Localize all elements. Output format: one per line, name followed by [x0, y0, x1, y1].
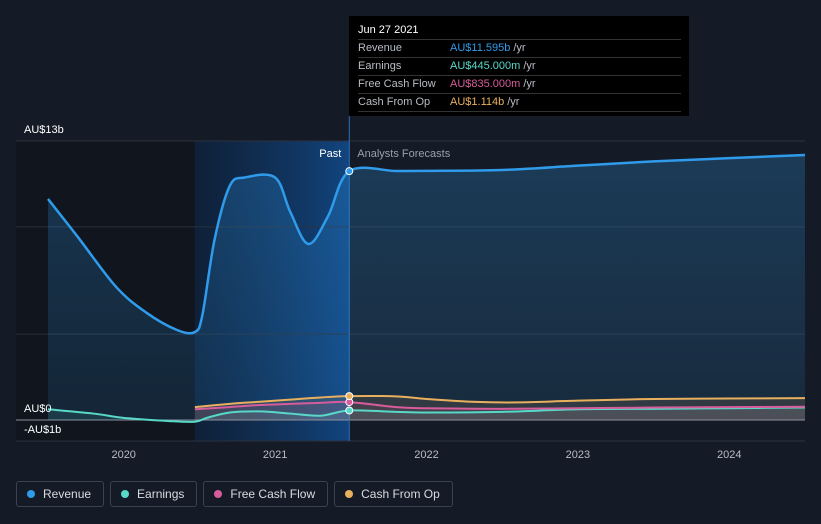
series-line-free-cash-flow [194, 400, 806, 411]
tooltip-value: AU$835.000m [450, 78, 521, 90]
marker-earnings [345, 406, 354, 415]
legend: Revenue Earnings Free Cash Flow Cash Fro… [16, 481, 459, 509]
tooltip-label: Free Cash Flow [358, 78, 436, 90]
legend-item-earnings[interactable]: Earnings [110, 481, 198, 507]
legend-item-revenue[interactable]: Revenue [16, 481, 105, 507]
tooltip-value: AU$11.595b [450, 42, 511, 54]
tooltip-label: Cash From Op [358, 96, 431, 108]
series-lines [47, 153, 806, 423]
tooltip-unit: /yr [507, 96, 520, 108]
x-tick-label: 2023 [566, 449, 590, 461]
legend-dot-icon [214, 490, 223, 498]
axis-labels: AU$13b AU$0 -AU$1b 2020 2021 2022 2023 2024 Past… [24, 124, 742, 461]
series-line-revenue [47, 153, 806, 335]
x-tick-label: 2020 [111, 449, 135, 461]
tooltip-value: AU$445.000m [450, 60, 521, 72]
legend-item-free-cash-flow[interactable]: Free Cash Flow [203, 481, 329, 507]
legend-dot-icon [345, 490, 354, 498]
tooltip-row-revenue: Revenue AU$11.595b /yr [358, 40, 681, 58]
legend-label: Revenue [43, 487, 92, 501]
marker-revenue [345, 167, 354, 176]
tooltip-row-free-cash-flow: Free Cash Flow AU$835.000m /yr [358, 76, 681, 94]
legend-dot-icon [27, 490, 35, 498]
tooltip-unit: /yr [523, 60, 536, 72]
forecast-label: Analysts Forecasts [357, 148, 450, 160]
chart-svg: AU$13b AU$0 -AU$1b 2020 2021 2022 2023 2024 Past… [16, 116, 806, 461]
tooltip-label: Revenue [358, 42, 403, 54]
legend-item-cash-from-op[interactable]: Cash From Op [334, 481, 453, 507]
tooltip-unit: /yr [513, 42, 526, 54]
past-label: Past [319, 148, 341, 160]
x-tick-label: 2022 [414, 449, 438, 461]
tooltip-label: Earnings [358, 60, 402, 72]
tooltip-unit: /yr [523, 78, 536, 90]
series-line-cash-from-op [194, 394, 806, 409]
legend-dot-icon [121, 490, 130, 498]
marker-cash-from-op [345, 392, 354, 401]
tooltip-row-cash-from-op: Cash From Op AU$1.114b /yr [358, 94, 681, 112]
series-area-earnings [48, 407, 805, 422]
tooltip-value: AU$1.114b [450, 96, 505, 108]
y-label-zero: AU$0 [24, 403, 52, 415]
legend-label: Cash From Op [361, 487, 440, 501]
tooltip-row-earnings: Earnings AU$445.000m /yr [358, 58, 681, 76]
x-tick-label: 2024 [717, 449, 741, 461]
series-area-revenue [48, 154, 805, 420]
y-label-top: AU$13b [24, 124, 64, 136]
tooltip-date: Jun 27 2021 [358, 22, 681, 40]
y-label-bottom: -AU$1b [24, 424, 61, 436]
tooltip: Jun 27 2021 Revenue AU$11.595b /yr Earni… [349, 16, 689, 116]
legend-label: Free Cash Flow [230, 487, 316, 501]
x-tick-label: 2021 [263, 449, 287, 461]
legend-label: Earnings [137, 487, 185, 501]
tooltip-markers [345, 167, 354, 415]
